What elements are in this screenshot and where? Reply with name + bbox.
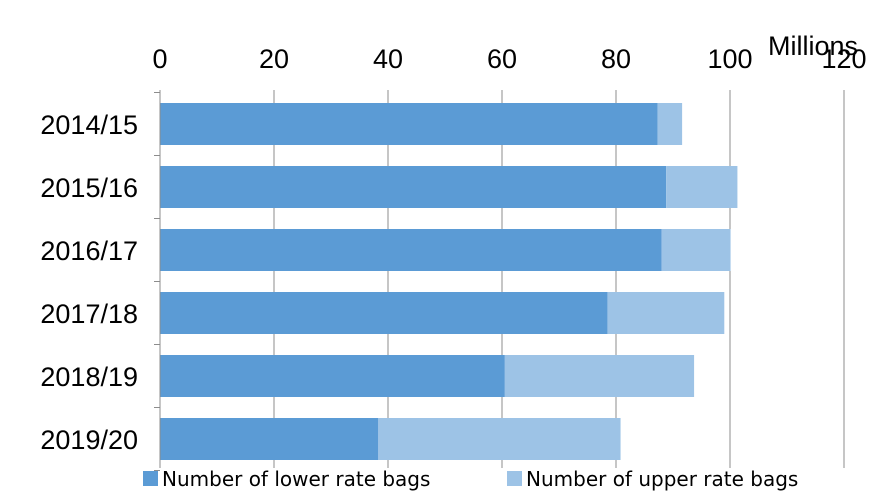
lower-rate-bar-2017-18 <box>160 292 608 334</box>
upper-rate-bar-2017-18 <box>607 292 725 334</box>
category-label: 2018/19 <box>40 362 138 392</box>
legend-swatch <box>507 471 522 486</box>
gridlines <box>159 90 845 468</box>
lower-rate-bar-2014-15 <box>160 103 658 145</box>
x-tick-label: 20 <box>259 44 289 74</box>
category-axis: 2014/15 2015/16 2016/17 2017/18 2018/19 2019/… <box>40 90 161 471</box>
lower-rate-bar-2016-17 <box>160 229 662 271</box>
upper-rate-bar-2016-17 <box>661 229 731 271</box>
legend-label: Number of lower rate bags <box>162 467 430 491</box>
x-tick-label: 40 <box>373 44 403 74</box>
bars <box>160 103 738 460</box>
upper-rate-bar-2015-16 <box>666 166 738 208</box>
upper-rate-bar-2018-19 <box>504 355 695 397</box>
x-tick-label: 0 <box>152 44 167 74</box>
lower-rate-bar-2018-19 <box>160 355 505 397</box>
lower-rate-bar-2015-16 <box>160 166 667 208</box>
category-label: 2015/16 <box>40 173 138 203</box>
x-tick-label: 80 <box>601 44 631 74</box>
x-tick-label: 120 <box>821 44 866 74</box>
category-label: 2016/17 <box>40 236 138 266</box>
upper-rate-bar-2014-15 <box>657 103 683 145</box>
value-axis-ticks: 0 20 40 60 80 100 120 <box>152 44 866 74</box>
legend-label: Number of upper rate bags <box>526 467 798 491</box>
legend: Number of lower rate bags Number of upper… <box>143 467 798 491</box>
category-label: 2019/20 <box>40 425 138 455</box>
legend-swatch <box>143 471 158 486</box>
category-label: 2014/15 <box>40 110 138 140</box>
x-tick-label: 100 <box>707 44 752 74</box>
category-label: 2017/18 <box>40 299 138 329</box>
unit-label: Millions <box>768 31 858 61</box>
lower-rate-bar-2019-20 <box>160 418 379 460</box>
upper-rate-bar-2019-20 <box>378 418 621 460</box>
x-tick-label: 60 <box>487 44 517 74</box>
